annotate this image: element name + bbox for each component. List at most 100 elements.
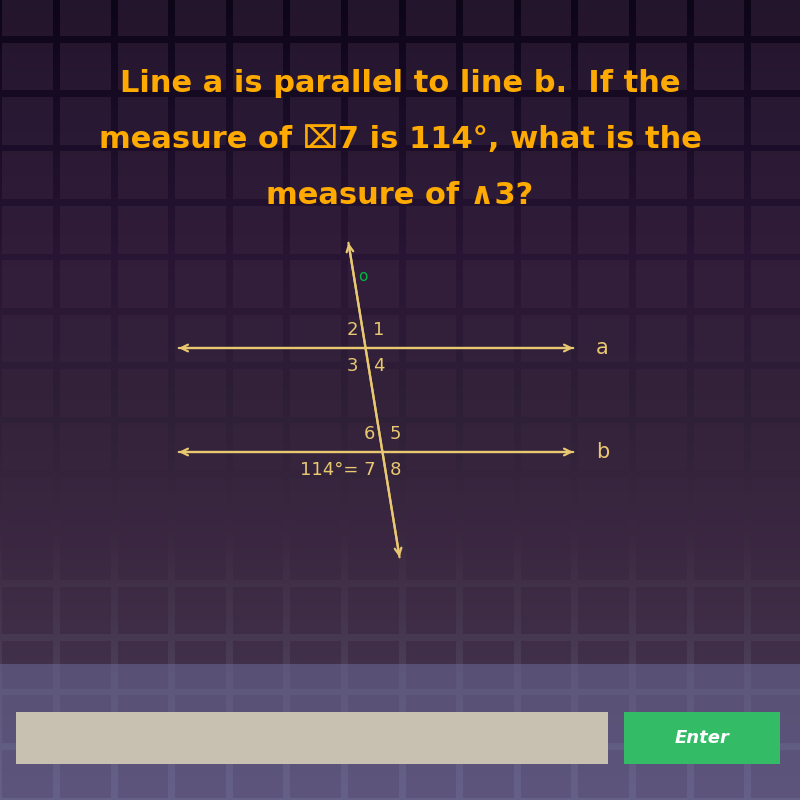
Bar	[751, 42, 800, 90]
Bar	[751, 695, 800, 743]
Bar	[2, 532, 53, 580]
Bar	[175, 586, 226, 634]
Bar	[636, 206, 686, 254]
Bar	[751, 369, 800, 417]
Bar	[290, 97, 341, 145]
Bar	[578, 369, 629, 417]
Bar	[348, 641, 398, 689]
Bar	[463, 369, 514, 417]
Bar	[694, 423, 744, 471]
Bar	[406, 260, 456, 308]
Bar	[175, 42, 226, 90]
Bar	[521, 695, 571, 743]
Bar	[2, 314, 53, 362]
Bar	[233, 641, 283, 689]
Text: Line a is parallel to line b.  If the: Line a is parallel to line b. If the	[120, 70, 680, 98]
Bar	[636, 151, 686, 199]
Bar	[636, 423, 686, 471]
Bar	[233, 750, 283, 798]
Bar	[2, 42, 53, 90]
Bar	[175, 314, 226, 362]
Bar	[694, 532, 744, 580]
Bar	[60, 314, 110, 362]
Bar	[694, 586, 744, 634]
Bar	[463, 532, 514, 580]
Bar	[2, 369, 53, 417]
Bar	[636, 478, 686, 526]
Bar	[636, 586, 686, 634]
Bar	[175, 206, 226, 254]
Bar	[694, 206, 744, 254]
Bar	[406, 586, 456, 634]
Bar	[175, 369, 226, 417]
Bar	[694, 97, 744, 145]
Bar	[751, 151, 800, 199]
Bar	[463, 0, 514, 36]
Bar	[521, 151, 571, 199]
Bar	[290, 641, 341, 689]
Text: a: a	[596, 338, 609, 358]
Bar	[578, 478, 629, 526]
Bar	[578, 641, 629, 689]
Bar	[751, 97, 800, 145]
Bar	[406, 42, 456, 90]
Bar	[751, 260, 800, 308]
Text: 2: 2	[347, 322, 358, 339]
Bar	[175, 478, 226, 526]
Bar	[578, 206, 629, 254]
Bar	[636, 532, 686, 580]
Bar	[463, 97, 514, 145]
Bar	[521, 206, 571, 254]
Bar	[233, 97, 283, 145]
Bar	[60, 260, 110, 308]
Bar	[2, 206, 53, 254]
Bar	[521, 423, 571, 471]
Bar	[290, 314, 341, 362]
Bar	[751, 478, 800, 526]
Bar	[233, 423, 283, 471]
Bar	[463, 750, 514, 798]
Bar	[348, 0, 398, 36]
Bar	[521, 641, 571, 689]
Bar	[60, 750, 110, 798]
Bar	[290, 423, 341, 471]
Bar	[60, 478, 110, 526]
Bar	[578, 423, 629, 471]
Bar	[578, 151, 629, 199]
Bar	[348, 42, 398, 90]
Bar	[406, 641, 456, 689]
Bar	[578, 260, 629, 308]
Bar	[694, 695, 744, 743]
Bar	[290, 151, 341, 199]
Bar	[118, 206, 168, 254]
Bar	[463, 151, 514, 199]
Bar	[521, 532, 571, 580]
Bar	[406, 695, 456, 743]
Bar	[636, 97, 686, 145]
Bar	[463, 695, 514, 743]
Bar	[348, 478, 398, 526]
Bar	[175, 750, 226, 798]
Bar	[233, 260, 283, 308]
Bar	[60, 369, 110, 417]
Bar	[406, 750, 456, 798]
Bar	[348, 532, 398, 580]
Bar	[290, 695, 341, 743]
Bar	[578, 695, 629, 743]
Bar	[2, 641, 53, 689]
Bar	[751, 532, 800, 580]
Bar	[118, 260, 168, 308]
Bar	[694, 478, 744, 526]
Bar	[348, 423, 398, 471]
Bar	[118, 423, 168, 471]
Bar	[2, 695, 53, 743]
Text: 1: 1	[373, 322, 384, 339]
Bar	[463, 478, 514, 526]
Bar	[578, 532, 629, 580]
Bar	[60, 532, 110, 580]
Bar	[290, 369, 341, 417]
Bar	[636, 0, 686, 36]
Bar	[348, 260, 398, 308]
Bar	[348, 369, 398, 417]
Bar	[463, 423, 514, 471]
